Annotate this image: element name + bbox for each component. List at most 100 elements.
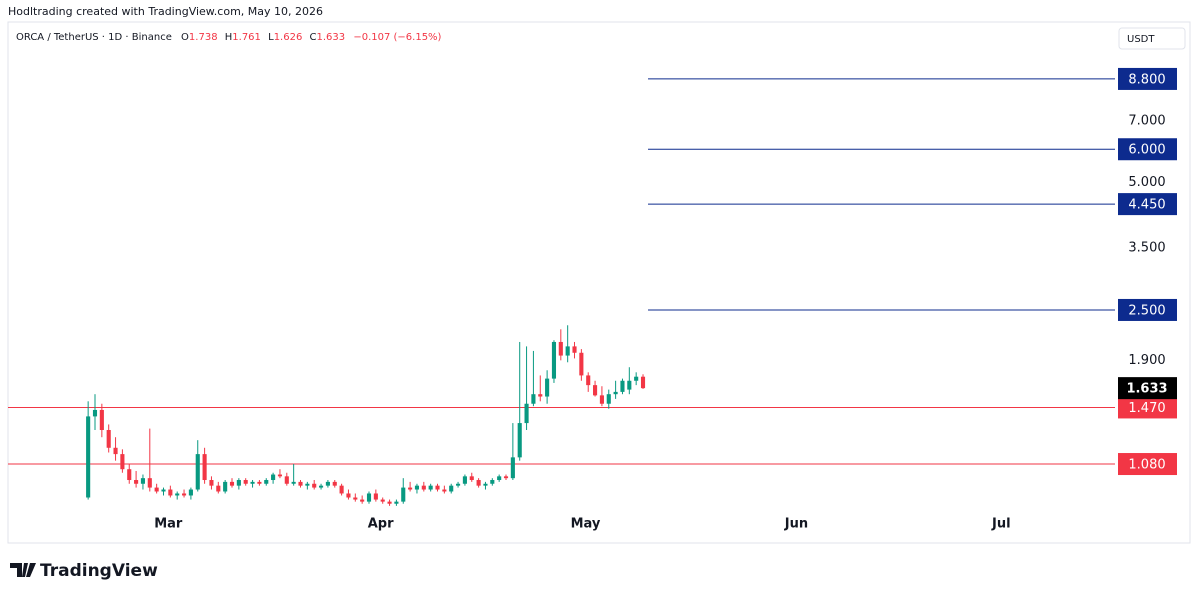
candle-body	[106, 430, 111, 448]
candle-body	[414, 485, 420, 490]
candle-body	[140, 478, 146, 484]
candle-body	[394, 501, 399, 504]
candle-body	[229, 481, 235, 486]
candle-body	[216, 485, 221, 492]
candle-body	[86, 416, 91, 498]
last-price-bg	[1118, 377, 1177, 400]
level-label: 4.450	[1128, 198, 1165, 213]
x-tick-label: Jul	[991, 517, 1011, 532]
candle-body	[346, 493, 351, 498]
x-tick-label: Apr	[368, 517, 394, 532]
brand: TradingView	[40, 561, 158, 581]
candle-body	[408, 487, 413, 490]
candle-body	[510, 457, 515, 479]
y-tick-label: 3.500	[1128, 241, 1165, 256]
candle-body	[223, 481, 228, 492]
level-label: 8.800	[1128, 72, 1165, 87]
candle-body	[545, 378, 550, 397]
candle-body	[312, 483, 317, 488]
candle-body	[175, 493, 180, 496]
candle-body	[517, 423, 522, 458]
tv-logo: TradingView	[10, 561, 158, 581]
chart-frame	[7, 21, 1191, 544]
candle-body	[277, 474, 283, 477]
level-label: 2.500	[1128, 303, 1165, 318]
candle-body	[599, 395, 604, 404]
candle-body	[476, 480, 481, 486]
h-key: H	[225, 32, 233, 43]
candle-body	[565, 346, 570, 356]
candle-body	[92, 409, 98, 417]
level-label: 1.470	[1128, 401, 1165, 416]
candle-body	[490, 480, 495, 484]
candle-body	[373, 493, 378, 500]
candle-body	[305, 483, 310, 486]
candle-body	[127, 469, 132, 481]
candle-body	[99, 409, 104, 431]
candle-body	[586, 375, 591, 386]
candle-body	[332, 481, 337, 486]
x-tick-label: May	[571, 517, 601, 532]
candle-body	[640, 376, 646, 389]
candle-body	[469, 476, 474, 481]
candle-body	[387, 501, 392, 504]
candle-body	[428, 485, 433, 490]
candle-body	[462, 476, 467, 484]
candle-body	[113, 447, 118, 455]
candle-body	[154, 487, 159, 492]
candle-body	[593, 385, 598, 396]
candle-body	[236, 480, 241, 486]
c-key: C	[310, 32, 317, 43]
candle-body	[147, 478, 152, 488]
candle-body	[442, 489, 447, 492]
candle-body	[579, 352, 584, 376]
level-label-bg	[1118, 396, 1177, 419]
candle-body	[538, 394, 543, 397]
candle-body	[284, 476, 289, 484]
candle-body	[298, 481, 303, 486]
candle-body	[380, 499, 385, 502]
h-value: 1.761	[232, 32, 261, 43]
candle-body	[421, 485, 426, 490]
l-value: 1.626	[274, 32, 303, 43]
candle-body	[551, 341, 557, 379]
candle-body	[606, 394, 611, 404]
candle-body	[531, 394, 536, 404]
candle-body	[271, 474, 276, 481]
level-label: 1.080	[1128, 458, 1165, 473]
candle-body	[325, 481, 330, 486]
candle-body	[620, 380, 625, 392]
candle-body	[257, 481, 262, 484]
level-label-bg	[1118, 67, 1177, 90]
candle-body	[483, 483, 488, 486]
y-tick-label: 1.900	[1128, 353, 1165, 368]
candle-body	[319, 485, 324, 488]
candle-body	[572, 346, 577, 353]
symbol-line: ORCA / TetherUS · 1D · Binance O1.738 H1…	[16, 32, 442, 43]
currency[interactable]: USDT	[1127, 34, 1155, 45]
candle-body	[120, 454, 125, 470]
candle-body	[202, 454, 207, 481]
candle-body	[188, 489, 193, 496]
o-key: O	[181, 32, 189, 43]
candle-body	[353, 497, 358, 500]
y-tick-label: 7.000	[1128, 113, 1165, 128]
currency-box[interactable]	[1118, 27, 1186, 50]
candle-body	[360, 499, 365, 502]
y-tick-label: 5.000	[1128, 175, 1165, 190]
candle-body	[435, 485, 440, 490]
candle-body	[168, 489, 173, 496]
candle-body	[339, 485, 344, 494]
last-price-label: 1.633	[1126, 382, 1167, 397]
candle-body	[243, 480, 248, 484]
logo-icon	[10, 563, 36, 577]
candle-body	[558, 341, 563, 356]
candle-body	[366, 493, 372, 502]
level-label: 6.000	[1128, 143, 1165, 158]
candle-body	[134, 480, 139, 484]
candle-body	[264, 480, 269, 484]
candle-body	[627, 380, 632, 390]
l-key: L	[268, 32, 274, 43]
symbol: ORCA / TetherUS · 1D · Binance	[16, 32, 172, 43]
